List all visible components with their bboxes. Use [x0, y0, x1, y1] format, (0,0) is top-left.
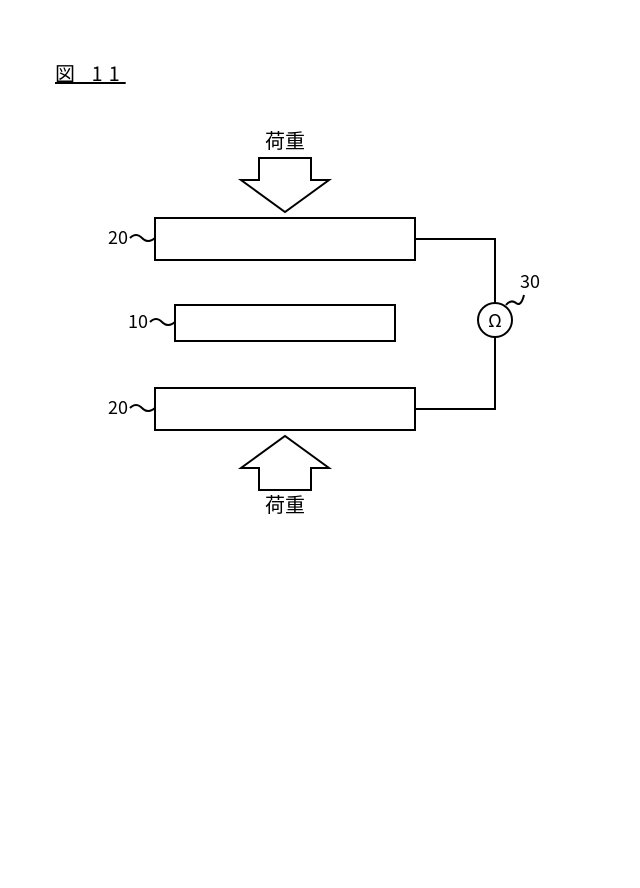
diagram-svg: Ω 荷重 荷重 20 10 20 30 [0, 0, 640, 888]
box-bottom-electrode [155, 388, 415, 430]
leader-20-bottom [130, 405, 155, 411]
load-label-bottom: 荷重 [265, 489, 305, 518]
box-top-electrode [155, 218, 415, 260]
ref-10: 10 [128, 308, 148, 334]
ohmmeter-symbol: Ω [488, 307, 502, 333]
page: 図 11 Ω 荷重 荷重 20 10 20 30 [0, 0, 640, 888]
leader-20-top [130, 235, 155, 241]
ref-30: 30 [520, 268, 540, 294]
wire-bottom [415, 337, 495, 409]
arrow-down-icon [241, 158, 329, 212]
ref-20-bottom: 20 [108, 394, 128, 420]
leader-30 [506, 295, 524, 305]
wire-top [415, 239, 495, 303]
load-label-top: 荷重 [265, 125, 305, 154]
ref-20-top: 20 [108, 224, 128, 250]
box-sample [175, 305, 395, 341]
leader-10 [150, 319, 175, 325]
arrow-up-icon [241, 436, 329, 490]
